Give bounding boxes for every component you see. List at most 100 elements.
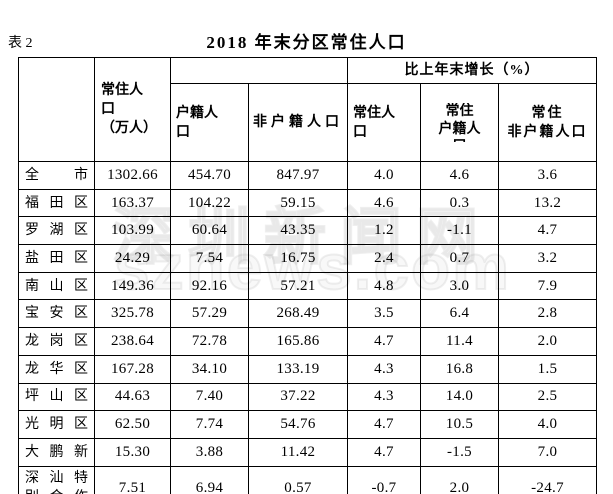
value-cell: 7.51 — [94, 465, 171, 494]
value-cell: 7.40 — [170, 382, 249, 412]
district-name-cell: 光明区 — [18, 410, 95, 439]
header-non-hukou-population: 非户籍人口 — [248, 83, 348, 162]
value-cell: 62.50 — [94, 410, 171, 439]
district-name-cell: 宝安区 — [18, 299, 95, 329]
header-hukou-population: 户籍人 口 — [170, 83, 249, 162]
district-name-cell: 全市 — [18, 161, 95, 190]
value-cell: 10.5 — [420, 410, 499, 439]
value-cell: 13.2 — [497, 188, 598, 218]
value-cell: 92.16 — [170, 271, 249, 301]
value-cell: 2.0 — [420, 465, 499, 494]
value-cell: 43.35 — [248, 216, 348, 246]
value-cell: 149.36 — [94, 271, 171, 301]
value-cell: 16.8 — [420, 354, 499, 384]
table-body: 全市 1302.66 454.70 847.97 4.0 4.6 3.6 福田区 163.37 1… — [18, 161, 598, 494]
value-cell: 7.0 — [497, 437, 598, 467]
table-row: 龙华区 167.28 34.10 133.19 4.3 16.8 1.5 — [18, 354, 598, 384]
value-cell: 4.7 — [347, 327, 421, 356]
table-row: 坪山区 44.63 7.40 37.22 4.3 14.0 2.5 — [18, 382, 598, 412]
header-growth-group: 比上年末增长（%） — [346, 57, 598, 84]
district-name-cell: 龙华区 — [18, 354, 95, 384]
table-row: 罗湖区 103.99 60.64 43.35 1.2 -1.1 4.7 — [18, 216, 598, 246]
value-cell: 2.0 — [497, 327, 598, 356]
value-cell: 72.78 — [170, 327, 249, 356]
district-name-cell: 罗湖区 — [18, 216, 95, 246]
corner-cell — [18, 57, 95, 162]
value-cell: 7.54 — [170, 244, 249, 273]
value-cell: 4.7 — [347, 437, 421, 467]
value-cell: -0.7 — [347, 465, 421, 494]
value-cell: 60.64 — [170, 216, 249, 246]
value-cell: 3.0 — [420, 271, 499, 301]
value-cell: 4.7 — [347, 410, 421, 439]
value-cell: 163.37 — [94, 188, 171, 218]
value-cell: 0.57 — [248, 465, 348, 494]
value-cell: -1.1 — [420, 216, 499, 246]
table-row: 龙岗区 238.64 72.78 165.86 4.7 11.4 2.0 — [18, 327, 598, 356]
header-growth-resident-hukou-text: 常住 户籍人 口 — [438, 104, 481, 142]
value-cell: 104.22 — [170, 188, 249, 218]
value-cell: 15.30 — [94, 437, 171, 467]
value-cell: 16.75 — [248, 244, 348, 273]
value-cell: 133.19 — [248, 354, 348, 384]
value-cell: -24.7 — [497, 465, 598, 494]
value-cell: -1.5 — [420, 437, 499, 467]
table-row: 光明区 62.50 7.74 54.76 4.7 10.5 4.0 — [18, 410, 598, 439]
table-number-label: 表 2 — [8, 36, 33, 51]
value-cell: 54.76 — [248, 410, 348, 439]
value-cell: 11.4 — [420, 327, 499, 356]
value-cell: 4.6 — [347, 188, 421, 218]
value-cell: 4.0 — [347, 161, 421, 190]
value-cell: 103.99 — [94, 216, 171, 246]
value-cell: 44.63 — [94, 382, 171, 412]
table-row: 盐田区 24.29 7.54 16.75 2.4 0.7 3.2 — [18, 244, 598, 273]
value-cell: 3.5 — [347, 299, 421, 329]
value-cell: 3.88 — [170, 437, 249, 467]
value-cell: 57.21 — [248, 271, 348, 301]
table-title: 2018 年末分区常住人口 — [206, 33, 407, 52]
value-cell: 6.4 — [420, 299, 499, 329]
value-cell: 0.7 — [420, 244, 499, 273]
value-cell: 7.74 — [170, 410, 249, 439]
value-cell: 238.64 — [94, 327, 171, 356]
district-name-cell: 龙岗区 — [18, 327, 95, 356]
header-growth-resident: 常住人 口 — [347, 83, 421, 162]
value-cell: 1.5 — [497, 354, 598, 384]
header-growth-resident-non-hukou: 常住 非户籍人口 — [497, 83, 598, 162]
value-cell: 325.78 — [94, 299, 171, 329]
table-header: 常住人 口 （万人） 比上年末增长（%） 户籍人 口 非户籍人口 常住人 口 常… — [18, 57, 598, 162]
value-cell: 1302.66 — [94, 161, 171, 190]
header-growth-resident-hukou: 常住 户籍人 口 — [420, 83, 499, 162]
value-cell: 4.7 — [497, 216, 598, 246]
value-cell: 1.2 — [347, 216, 421, 246]
value-cell: 14.0 — [420, 382, 499, 412]
header-resident-population: 常住人 口 （万人） — [94, 57, 171, 162]
value-cell: 59.15 — [248, 188, 348, 218]
population-table: 常住人 口 （万人） 比上年末增长（%） 户籍人 口 非户籍人口 常住人 口 常… — [18, 57, 598, 494]
district-name-cell: 坪山区 — [18, 382, 95, 412]
table-row: 宝安区 325.78 57.29 268.49 3.5 6.4 2.8 — [18, 299, 598, 329]
table-row: 大鹏新 15.30 3.88 11.42 4.7 -1.5 7.0 — [18, 437, 598, 467]
value-cell: 2.4 — [347, 244, 421, 273]
value-cell: 6.94 — [170, 465, 249, 494]
value-cell: 57.29 — [170, 299, 249, 329]
value-cell: 4.0 — [497, 410, 598, 439]
table-row: 福田区 163.37 104.22 59.15 4.6 0.3 13.2 — [18, 188, 598, 218]
value-cell: 37.22 — [248, 382, 348, 412]
value-cell: 7.9 — [497, 271, 598, 301]
value-cell: 34.10 — [170, 354, 249, 384]
value-cell: 165.86 — [248, 327, 348, 356]
value-cell: 3.2 — [497, 244, 598, 273]
district-name-cell: 大鹏新 — [18, 437, 95, 467]
value-cell: 167.28 — [94, 354, 171, 384]
value-cell: 2.8 — [497, 299, 598, 329]
caption-row: 表 2 2018 年末分区常住人口 — [0, 28, 613, 54]
value-cell: 0.3 — [420, 188, 499, 218]
value-cell: 11.42 — [248, 437, 348, 467]
district-name-cell: 福田区 — [18, 188, 95, 218]
value-cell: 4.3 — [347, 382, 421, 412]
value-cell: 454.70 — [170, 161, 249, 190]
district-name-cell: 盐田区 — [18, 244, 95, 273]
value-cell: 4.6 — [420, 161, 499, 190]
